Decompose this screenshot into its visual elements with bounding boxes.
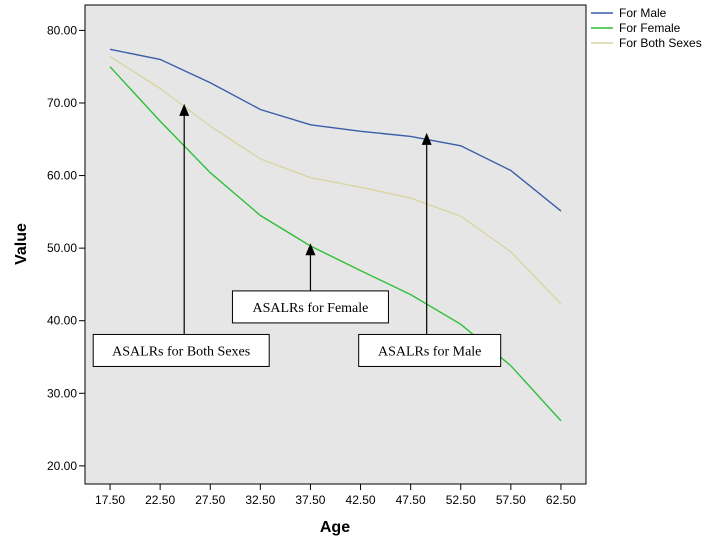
annotation-box xyxy=(231,290,389,324)
x-tick-label: 57.50 xyxy=(496,493,526,507)
x-axis-title: Age xyxy=(320,519,350,536)
y-tick-label: 70.00 xyxy=(47,96,77,110)
annotation: ASALRs for Male xyxy=(358,132,502,367)
y-tick-label: 50.00 xyxy=(47,241,77,255)
x-tick-label: 37.50 xyxy=(295,493,325,507)
y-axis-title: Value xyxy=(13,223,30,265)
x-tick-label: 17.50 xyxy=(95,493,125,507)
legend-label-for-male: For Male xyxy=(619,6,667,20)
annotation-arrow-head xyxy=(305,243,316,256)
annotation-arrow-head xyxy=(421,132,432,145)
y-tick-label: 40.00 xyxy=(47,314,77,328)
x-tick-label: 27.50 xyxy=(195,493,225,507)
x-tick-label: 22.50 xyxy=(145,493,175,507)
annotation: ASALRs for Both Sexes xyxy=(92,103,270,367)
annotation-box xyxy=(358,333,502,367)
annotation-label: ASALRs for Male xyxy=(378,344,481,359)
annotation-label: ASALRs for Both Sexes xyxy=(112,344,250,359)
x-tick-label: 32.50 xyxy=(245,493,275,507)
x-tick-label: 42.50 xyxy=(346,493,376,507)
annotation-box xyxy=(92,333,270,367)
x-tick-label: 62.50 xyxy=(546,493,576,507)
x-tick-label: 52.50 xyxy=(446,493,476,507)
legend-label-for-both-sexes: For Both Sexes xyxy=(619,36,702,50)
series-line-for-male xyxy=(109,48,562,212)
y-tick-label: 30.00 xyxy=(47,386,77,400)
plot-area xyxy=(84,4,587,485)
x-tick-label: 47.50 xyxy=(396,493,426,507)
y-tick-label: 60.00 xyxy=(47,169,77,183)
annotation: ASALRs for Female xyxy=(231,243,389,324)
annotation-label: ASALRs for Female xyxy=(253,301,369,316)
annotation-arrow-head xyxy=(179,103,190,116)
y-tick-label: 20.00 xyxy=(47,459,77,473)
y-tick-label: 80.00 xyxy=(47,23,77,37)
legend-label-for-female: For Female xyxy=(619,21,681,35)
